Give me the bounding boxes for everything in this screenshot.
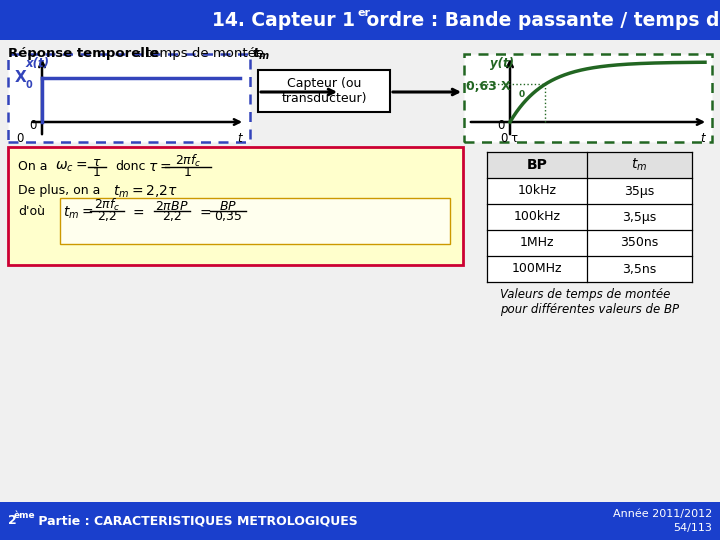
Text: 100MHz: 100MHz — [512, 262, 562, 275]
Text: 2: 2 — [8, 515, 17, 528]
Bar — [487, 256, 692, 282]
Text: er: er — [357, 8, 370, 18]
Bar — [258, 70, 390, 112]
Text: $=$: $=$ — [130, 205, 145, 219]
Text: 350ns: 350ns — [621, 237, 659, 249]
Text: t: t — [252, 47, 258, 60]
Bar — [487, 152, 692, 178]
Text: τ: τ — [510, 132, 517, 145]
Text: De plus, on a: De plus, on a — [18, 184, 100, 197]
Text: 0,63 X: 0,63 X — [466, 80, 510, 93]
Text: 0: 0 — [16, 132, 23, 145]
Text: ème: ème — [14, 511, 35, 521]
Text: ordre : Bande passante / temps de montée (4): ordre : Bande passante / temps de montée… — [360, 10, 720, 30]
Text: 0: 0 — [500, 132, 508, 145]
Text: 2,2: 2,2 — [97, 210, 117, 223]
Text: 2,2: 2,2 — [162, 210, 182, 223]
Text: $=$: $=$ — [197, 205, 212, 219]
Text: 35μs: 35μs — [624, 185, 654, 198]
Text: On a: On a — [18, 160, 48, 173]
Text: y(t): y(t) — [490, 57, 514, 70]
Bar — [0, 0, 720, 40]
Text: Valeurs de temps de montée
pour différentes valeurs de BP: Valeurs de temps de montée pour différen… — [500, 288, 679, 316]
Text: 100kHz: 100kHz — [513, 211, 560, 224]
Text: Partie : CARACTERISTIQUES METROLOGIQUES: Partie : CARACTERISTIQUES METROLOGIQUES — [34, 515, 358, 528]
Bar — [0, 502, 720, 540]
Text: : temps de montée: : temps de montée — [133, 47, 269, 60]
Text: m: m — [259, 51, 269, 61]
Text: $t_m$: $t_m$ — [631, 157, 647, 173]
Text: $BP$: $BP$ — [219, 200, 237, 213]
Text: $\omega_c =$: $\omega_c =$ — [55, 160, 87, 174]
Text: t: t — [237, 132, 242, 145]
Text: donc: donc — [115, 160, 145, 173]
Text: $t_m =$: $t_m =$ — [63, 205, 93, 221]
Text: Capteur (ou
transducteur): Capteur (ou transducteur) — [282, 77, 366, 105]
Text: X: X — [15, 70, 27, 84]
Text: 0: 0 — [498, 119, 505, 132]
Text: 0,35: 0,35 — [214, 210, 242, 223]
Text: 14. Capteur 1: 14. Capteur 1 — [212, 10, 355, 30]
Bar — [8, 147, 463, 265]
Text: d'où: d'où — [18, 205, 45, 218]
Text: x(t): x(t) — [25, 57, 49, 70]
Bar — [487, 178, 692, 204]
Bar — [487, 230, 692, 256]
Text: $2\pi f_c$: $2\pi f_c$ — [94, 197, 120, 213]
Bar — [487, 204, 692, 230]
Text: $\tau$: $\tau$ — [92, 156, 102, 169]
Text: 3,5μs: 3,5μs — [622, 211, 657, 224]
Text: 10kHz: 10kHz — [518, 185, 557, 198]
Text: 54/113: 54/113 — [673, 523, 712, 533]
Text: $2\pi BP$: $2\pi BP$ — [156, 200, 189, 213]
Bar — [464, 54, 712, 142]
Text: $2\pi f_c$: $2\pi f_c$ — [175, 153, 202, 169]
Text: 1: 1 — [93, 166, 101, 179]
Text: 1: 1 — [184, 166, 192, 179]
Text: 1MHz: 1MHz — [520, 237, 554, 249]
Text: t: t — [700, 132, 705, 145]
Text: 3,5ns: 3,5ns — [622, 262, 657, 275]
Text: Réponse temporelle: Réponse temporelle — [8, 47, 158, 60]
Text: BP: BP — [526, 158, 547, 172]
Bar — [60, 198, 450, 244]
Text: $\tau =$: $\tau =$ — [148, 160, 171, 174]
Text: 0: 0 — [25, 80, 32, 90]
Text: $t_m = 2{,}2\tau$: $t_m = 2{,}2\tau$ — [113, 184, 178, 200]
Text: Année 2011/2012: Année 2011/2012 — [613, 509, 712, 519]
Bar — [8, 54, 250, 142]
Text: 0: 0 — [519, 90, 525, 99]
Text: 0: 0 — [30, 119, 37, 132]
